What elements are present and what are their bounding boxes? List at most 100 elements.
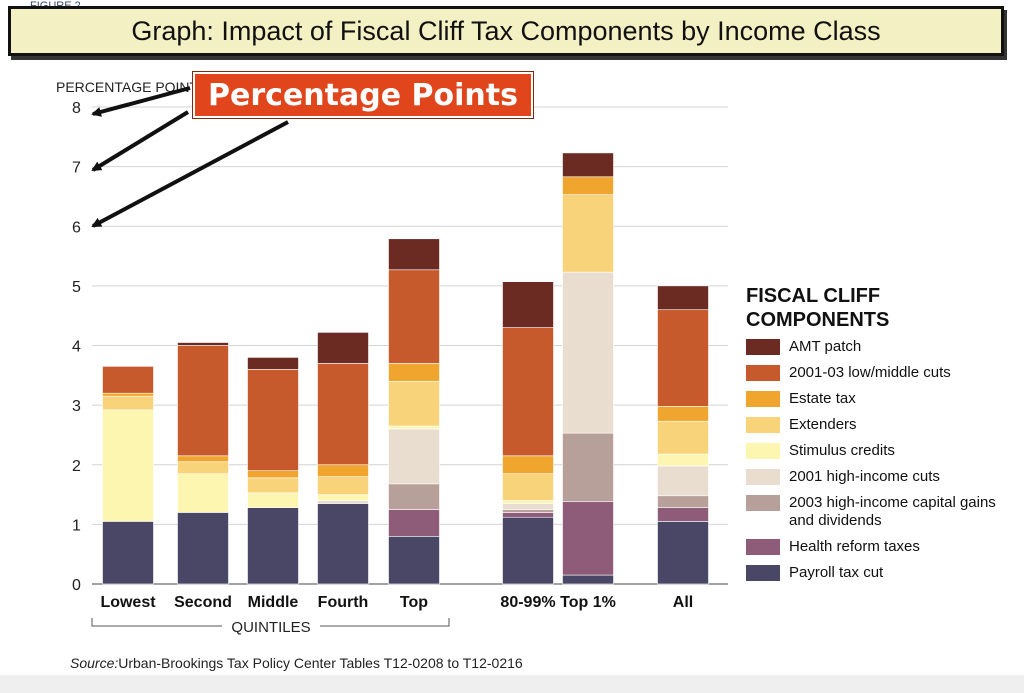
bar-segment (562, 152, 614, 178)
legend-swatch (746, 443, 780, 459)
bar-segment (388, 509, 440, 537)
legend-swatch (746, 469, 780, 485)
bar-segment (177, 461, 229, 474)
bar-segment (502, 512, 554, 518)
y-tick-label: 6 (72, 219, 81, 236)
bar-segment (102, 521, 154, 585)
legend-label: Health reform taxes (789, 538, 920, 555)
bar-stack (317, 332, 369, 585)
bar-segment (317, 500, 369, 504)
legend-swatch (746, 391, 780, 407)
legend-swatch (746, 539, 780, 555)
bar-segment (388, 363, 440, 382)
bar-stack (247, 357, 299, 585)
bar-segment (102, 409, 154, 522)
bar-segment (657, 495, 709, 508)
bar-segment (317, 494, 369, 501)
source-label: Source: (70, 655, 119, 671)
bar-segment (657, 465, 709, 497)
bar-segment (562, 432, 614, 503)
bar-segment (247, 369, 299, 472)
callout-box: Percentage Points (192, 71, 534, 119)
legend-item: Stimulus credits (746, 442, 1004, 460)
bar-segment (388, 238, 440, 271)
source-note: Source:Urban-Brookings Tax Policy Center… (70, 655, 523, 671)
legend-swatch (746, 417, 780, 433)
bar-segment (177, 455, 229, 463)
arrow-to-6 (91, 120, 289, 228)
bar-segment (388, 425, 440, 430)
legend-swatch (746, 565, 780, 581)
bar-segment (657, 521, 709, 585)
bar-segment (317, 476, 369, 495)
legend-item: AMT patch (746, 338, 1004, 356)
legend-title-line-1: FISCAL CLIFF (746, 285, 881, 307)
y-tick-label: 2 (72, 458, 81, 475)
y-tick-label: 5 (72, 279, 81, 296)
bar-segment (317, 332, 369, 364)
bar-segment (388, 380, 440, 427)
bar-segment (388, 269, 440, 364)
bar-segment (657, 406, 709, 422)
bar-segment (177, 473, 229, 513)
y-tick-label: 1 (72, 517, 81, 534)
bar-stack (388, 238, 440, 585)
arrow-to-8 (91, 86, 191, 117)
legend-item: 2001 high-income cuts (746, 468, 1004, 486)
legend-item: Health reform taxes (746, 538, 1004, 556)
legend-label: 2003 high-income capital gains and divid… (789, 494, 996, 529)
bar-segment (388, 483, 440, 510)
bar-segment (657, 285, 709, 311)
legend-title: FISCAL CLIFF COMPONENTS (746, 284, 889, 332)
source-text: Urban-Brookings Tax Policy Center Tables… (118, 655, 523, 671)
bar-stack (102, 366, 154, 585)
bar-segment (177, 342, 229, 346)
bottom-strip (0, 675, 1024, 693)
bar-segment (562, 176, 614, 195)
legend-item: Payroll tax cut (746, 564, 1004, 582)
category-label: Top (400, 594, 428, 611)
bar-segment (102, 395, 154, 411)
bar-segment (247, 492, 299, 508)
bars (102, 152, 709, 585)
legend-swatch (746, 495, 780, 511)
y-tick-label: 4 (72, 339, 81, 356)
category-label: Lowest (100, 594, 156, 611)
bar-stack (657, 285, 709, 585)
bar-stack (562, 152, 614, 585)
category-label: Top 1% (560, 594, 616, 611)
category-label: Fourth (318, 594, 369, 611)
y-tick-label: 0 (72, 577, 81, 594)
category-label: Middle (248, 594, 299, 611)
bar-segment (562, 194, 614, 273)
category-labels: Lowest Second Middle Fourth Top 80-99% Top 1% A… (100, 594, 693, 611)
slide-title: Graph: Impact of Fiscal Cliff Tax Compon… (131, 15, 881, 46)
group-label-quintiles: QUINTILES (231, 619, 310, 636)
bar-stack (502, 281, 554, 585)
bar-segment (502, 473, 554, 501)
bar-segment (388, 428, 440, 485)
category-label: 80-99% (500, 594, 555, 611)
y-tick-label: 7 (72, 160, 81, 177)
arrow-to-7 (91, 110, 190, 172)
bar-segment (317, 464, 369, 477)
slide-title-banner: Graph: Impact of Fiscal Cliff Tax Compon… (8, 6, 1004, 56)
bar-segment (317, 363, 369, 466)
bar-segment (102, 366, 154, 394)
bar-stack (177, 342, 229, 585)
legend-item: 2001-03 low/middle cuts (746, 364, 1004, 382)
bar-segment (657, 420, 709, 455)
bar-segment (502, 281, 554, 328)
legend-swatch (746, 365, 780, 381)
legend-title-line-2: COMPONENTS (746, 309, 890, 331)
bar-segment (247, 357, 299, 370)
legend-swatch (746, 339, 780, 355)
bar-segment (657, 507, 709, 522)
callout-arrows (91, 86, 289, 228)
bar-segment (317, 503, 369, 585)
y-tick-label: 8 (72, 100, 81, 117)
bar-segment (562, 271, 614, 434)
bar-segment (102, 392, 154, 397)
bar-segment (562, 574, 614, 585)
